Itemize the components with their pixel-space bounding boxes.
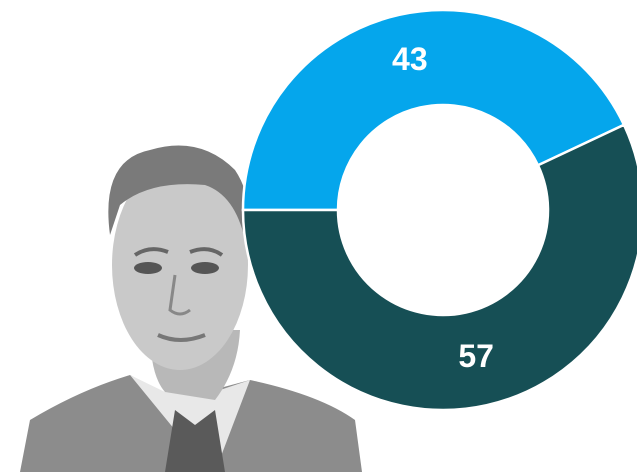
page: {"chart_data": {"type": "pie", "values":… [0,0,637,472]
value-label: 57 [458,338,494,374]
value-label: 43 [392,41,428,77]
screen: 43 57 [0,0,637,472]
donut-chart: 43 57 [243,10,637,410]
